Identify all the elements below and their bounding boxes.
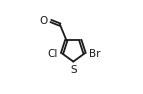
Text: O: O	[40, 16, 48, 26]
Text: Cl: Cl	[47, 49, 57, 59]
Text: S: S	[70, 65, 77, 75]
Text: Br: Br	[89, 49, 101, 59]
